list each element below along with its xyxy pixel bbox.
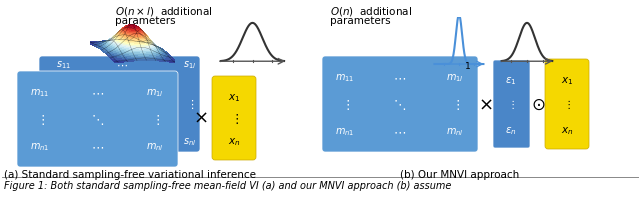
Text: $\vdots$: $\vdots$ <box>563 98 571 111</box>
Text: (a) Standard sampling-free variational inference: (a) Standard sampling-free variational i… <box>4 169 256 179</box>
Text: $\times$: $\times$ <box>477 96 492 114</box>
Text: $s_{11}$: $s_{11}$ <box>56 59 72 70</box>
Text: $\vdots$: $\vdots$ <box>150 113 159 126</box>
Text: $\cdots$: $\cdots$ <box>92 86 104 99</box>
Text: $\cdots$: $\cdots$ <box>394 125 406 138</box>
Text: $\ddots$: $\ddots$ <box>92 113 104 126</box>
FancyBboxPatch shape <box>17 72 178 167</box>
Text: $\vdots$: $\vdots$ <box>36 113 44 126</box>
Text: $m_{n1}$: $m_{n1}$ <box>30 140 50 152</box>
Text: $\vdots$: $\vdots$ <box>186 98 194 111</box>
Text: $O(n)$  additional: $O(n)$ additional <box>330 5 412 18</box>
Text: $m_{11}$: $m_{11}$ <box>335 72 355 83</box>
FancyBboxPatch shape <box>493 61 530 148</box>
Text: $\vdots$: $\vdots$ <box>340 98 349 112</box>
Text: $s_{1l}$: $s_{1l}$ <box>184 59 196 70</box>
Text: $\cdots$: $\cdots$ <box>92 140 104 153</box>
Text: $x_n$: $x_n$ <box>561 124 573 136</box>
Text: $\cdots$: $\cdots$ <box>116 60 128 70</box>
Text: $\varepsilon_1$: $\varepsilon_1$ <box>505 75 516 86</box>
Text: $x_1$: $x_1$ <box>561 75 573 86</box>
Text: $x_n$: $x_n$ <box>228 135 240 147</box>
Text: $\vdots$: $\vdots$ <box>230 112 239 125</box>
Text: Figure 1: Both standard sampling-free mean-field VI (a) and our MNVI approach (b: Figure 1: Both standard sampling-free me… <box>4 180 451 190</box>
Text: $x_1$: $x_1$ <box>228 92 240 103</box>
Text: $\varepsilon_n$: $\varepsilon_n$ <box>505 124 517 136</box>
FancyBboxPatch shape <box>39 57 200 152</box>
FancyBboxPatch shape <box>212 77 256 160</box>
FancyBboxPatch shape <box>322 57 478 152</box>
Text: $m_{1l}$: $m_{1l}$ <box>446 72 464 83</box>
FancyBboxPatch shape <box>545 60 589 149</box>
Text: $m_{1l}$: $m_{1l}$ <box>146 87 164 98</box>
Text: $m_{n1}$: $m_{n1}$ <box>335 125 355 137</box>
Text: $\vdots$: $\vdots$ <box>451 98 460 112</box>
Text: parameters: parameters <box>115 16 175 26</box>
Text: $m_{nl}$: $m_{nl}$ <box>446 125 464 137</box>
Text: $\cdots$: $\cdots$ <box>394 71 406 84</box>
Text: $\times$: $\times$ <box>193 108 207 126</box>
Text: $s_{nl}$: $s_{nl}$ <box>184 135 196 147</box>
Text: $m_{nl}$: $m_{nl}$ <box>146 140 164 152</box>
Text: $\vdots$: $\vdots$ <box>507 98 515 111</box>
Text: $O(n \times l)$  additional: $O(n \times l)$ additional <box>115 5 212 18</box>
Text: parameters: parameters <box>330 16 390 26</box>
Text: $m_{11}$: $m_{11}$ <box>30 87 50 98</box>
Text: 1: 1 <box>465 62 471 71</box>
Text: (b) Our MNVI approach: (b) Our MNVI approach <box>401 169 520 179</box>
Text: $\odot$: $\odot$ <box>531 96 545 114</box>
Text: $\ddots$: $\ddots$ <box>394 98 406 112</box>
